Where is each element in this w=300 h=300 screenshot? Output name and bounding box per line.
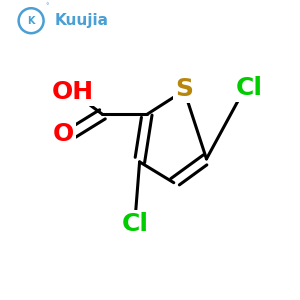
Text: OH: OH <box>52 80 94 104</box>
Text: Cl: Cl <box>236 76 263 100</box>
Text: O: O <box>53 122 74 146</box>
Text: S: S <box>175 77 193 101</box>
Text: Cl: Cl <box>122 212 148 236</box>
Text: Kuujia: Kuujia <box>55 13 109 28</box>
Text: K: K <box>27 16 35 26</box>
Text: °: ° <box>45 4 49 10</box>
